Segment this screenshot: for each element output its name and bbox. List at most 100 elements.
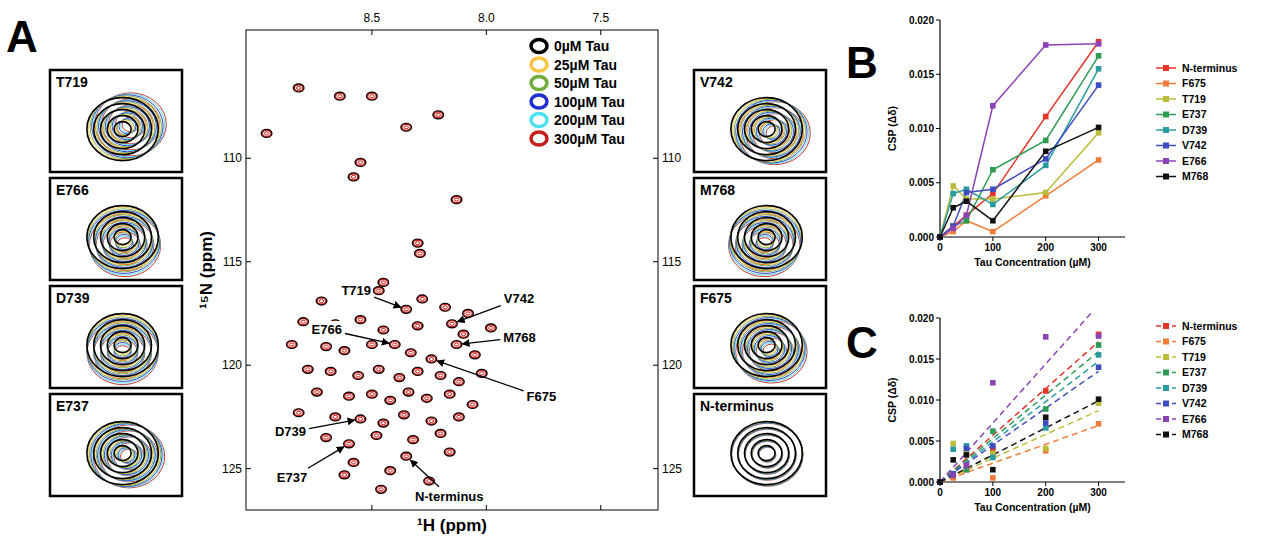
- inset-contour: [730, 209, 801, 272]
- legend-label: 100µM Tau: [554, 94, 625, 110]
- data-point: [950, 226, 956, 232]
- annotation-arrow: [374, 297, 401, 307]
- peak-contour: [322, 435, 330, 441]
- peak-contour: [443, 306, 447, 309]
- peak-contour: [301, 320, 305, 323]
- inset-contour: [101, 330, 145, 369]
- peak-contour: [316, 297, 326, 305]
- peak-contour: [425, 397, 429, 400]
- data-point: [990, 475, 996, 481]
- annotation-label: E737: [277, 470, 307, 485]
- fit-line: [940, 401, 1099, 482]
- peak-contour: [451, 196, 461, 204]
- annotation-label: F675: [527, 389, 557, 404]
- data-point: [1043, 420, 1049, 426]
- inset-contour: [738, 212, 796, 263]
- inset-contour: [738, 428, 796, 479]
- data-point: [964, 218, 970, 224]
- peak-contour: [489, 326, 493, 329]
- label-background: [698, 289, 734, 307]
- inset-contour: [94, 212, 152, 263]
- inset-contour: [114, 338, 131, 353]
- inset-contour: [751, 440, 782, 467]
- inset-contour: [101, 327, 145, 366]
- tick: [371, 30, 372, 35]
- peak-contour: [288, 341, 296, 347]
- series-line: [940, 56, 1099, 237]
- inset-contour: [94, 321, 152, 372]
- panel-letter: B: [846, 38, 878, 87]
- peak-contour: [374, 366, 384, 374]
- inset-contour: [745, 110, 789, 149]
- data-point: [950, 457, 956, 463]
- annotation-arrow: [309, 420, 355, 428]
- data-point: [990, 196, 996, 202]
- peak-contour: [340, 472, 348, 478]
- inset-contour: [731, 423, 802, 486]
- legend-symbol: [1163, 416, 1169, 422]
- peak-contour: [407, 350, 415, 356]
- peak-contour: [406, 391, 410, 394]
- legend-symbol: [1163, 158, 1169, 164]
- inset-contour: [745, 435, 789, 474]
- inset-contour: [738, 104, 796, 155]
- peak-contour: [406, 349, 416, 357]
- tick: [653, 158, 658, 159]
- tick-label: 8.5: [364, 11, 381, 25]
- inset-contour: [745, 326, 789, 365]
- inset-contour: [102, 222, 146, 261]
- peak-contour: [412, 368, 422, 376]
- inset-contour: [107, 335, 138, 362]
- inset-contours: [731, 422, 803, 487]
- tick: [936, 128, 940, 129]
- tick: [936, 20, 940, 21]
- peak-contour: [451, 341, 461, 349]
- peak-contour: [372, 433, 380, 439]
- inset-frame: [694, 178, 826, 280]
- data-point: [1096, 41, 1102, 47]
- peak-contour: [422, 394, 432, 402]
- tick: [1045, 237, 1046, 241]
- inset-contour: [758, 230, 775, 245]
- series-line: [940, 44, 1099, 237]
- data-point: [990, 218, 996, 224]
- legend-label: F675: [1182, 335, 1206, 347]
- plot-frame: [246, 30, 658, 510]
- peak-contour: [379, 279, 387, 285]
- tick: [371, 505, 372, 510]
- peak-contour: [325, 368, 335, 376]
- inset-contours: [731, 98, 810, 165]
- tick-label: 0.000: [909, 232, 934, 243]
- inset-contour: [87, 422, 158, 485]
- peak-contour: [402, 306, 410, 312]
- annotation-label: N-terminus: [415, 489, 484, 504]
- tick: [246, 158, 251, 159]
- peak-contour: [435, 430, 445, 438]
- peak-contour: [375, 288, 383, 294]
- peak-contour: [427, 480, 431, 483]
- peak-contour: [434, 112, 442, 118]
- tick-label: 8.0: [478, 11, 495, 25]
- data-point: [937, 479, 943, 485]
- inset-contour: [87, 206, 158, 269]
- inset-frame: [694, 394, 826, 496]
- label-background: [310, 321, 344, 338]
- data-point: [1096, 53, 1102, 59]
- data-point: [1096, 66, 1102, 72]
- peak-contour: [368, 341, 376, 347]
- peak-contour: [368, 93, 376, 99]
- tick-label: 0.005: [909, 177, 934, 188]
- peak-contour: [403, 388, 413, 396]
- peak-contour: [344, 440, 354, 448]
- inset-contour: [87, 317, 158, 380]
- annotation-label: V742: [504, 291, 534, 306]
- figure: A8.58.07.5110110115115120120125125¹H (pp…: [0, 0, 1262, 541]
- data-point: [937, 479, 943, 485]
- peak-contour: [303, 366, 313, 374]
- inset-contour: [731, 206, 802, 269]
- peak-contour: [367, 390, 377, 398]
- data-point: [1043, 148, 1049, 154]
- inset-contour: [750, 227, 781, 254]
- peak-contour: [418, 296, 426, 302]
- inset-contour: [114, 341, 131, 356]
